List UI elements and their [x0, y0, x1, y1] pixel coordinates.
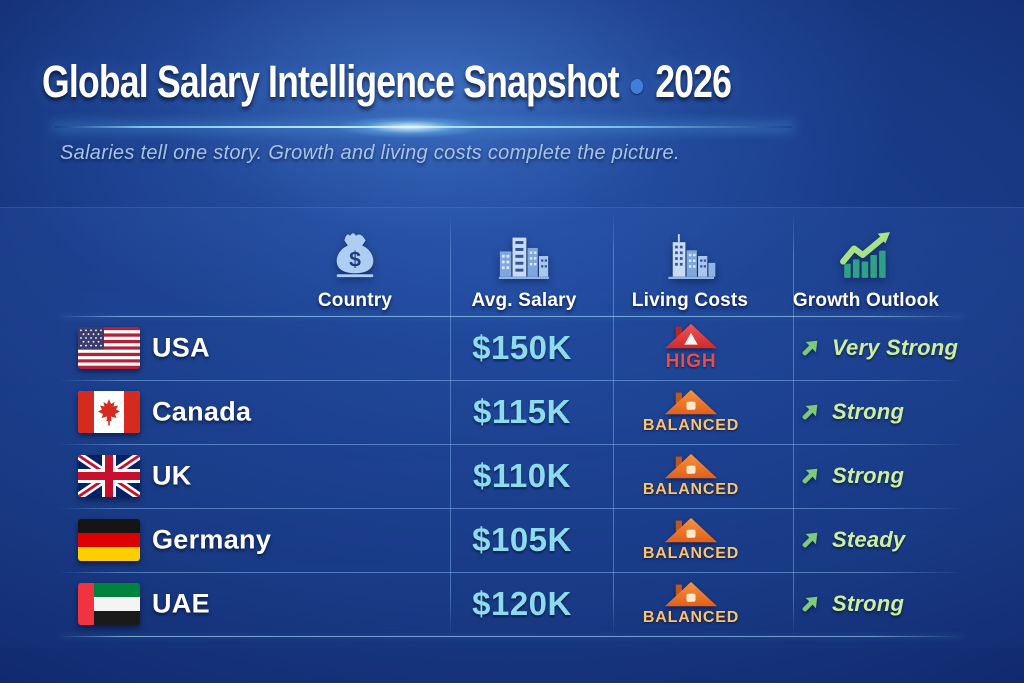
growth-outlook-cell: Strong — [798, 591, 904, 617]
house-roof-icon — [664, 389, 718, 415]
canada-flag-icon — [78, 391, 140, 433]
up-arrow-icon — [802, 468, 818, 483]
money-bag-icon: $ — [329, 229, 381, 279]
title-separator-dot-icon — [630, 78, 644, 94]
up-arrow-icon — [802, 532, 818, 547]
column-header-label: Living Costs — [631, 290, 749, 311]
uk-flag-icon — [78, 455, 140, 497]
country-name: UK — [152, 460, 192, 491]
page-title: Global Salary Intelligence Snapshot 2026 — [42, 56, 732, 108]
living-costs-label: BALANCED — [642, 609, 740, 626]
germany-flag-icon — [78, 519, 140, 561]
avg-salary-value: $120K — [472, 585, 572, 622]
title-year: 2026 — [655, 56, 732, 107]
living-costs-label: BALANCED — [642, 417, 740, 434]
salary-table-section: $ Country — [0, 207, 1024, 648]
table-row: UAE $120K BALANCED — [58, 572, 965, 636]
living-costs-badge: BALANCED — [613, 383, 769, 441]
growth-outlook-label: Strong — [832, 399, 905, 424]
table-row: USA $150K HIGH — [58, 316, 965, 380]
title-text: Global Salary Intelligence Snapshot — [42, 56, 620, 107]
country-name: USA — [152, 332, 210, 363]
growth-outlook-label: Strong — [832, 591, 905, 616]
table-row: Canada $115K BALANCED — [58, 380, 965, 444]
column-header-country: $ Country — [275, 212, 435, 312]
city-skyline-icon — [661, 233, 719, 279]
growth-outlook-cell: Strong — [798, 399, 904, 425]
house-roof-icon — [664, 453, 718, 479]
growth-chart-icon — [836, 231, 896, 279]
country-name: Canada — [152, 396, 252, 427]
column-header-growth-outlook: Growth Outlook — [776, 212, 956, 312]
living-costs-badge: BALANCED — [613, 447, 769, 505]
growth-outlook-label: Very Strong — [832, 335, 959, 360]
country-name: Germany — [152, 524, 272, 555]
house-roof-icon — [664, 323, 718, 349]
avg-salary-value: $105K — [472, 521, 572, 558]
row-divider — [58, 572, 965, 573]
up-arrow-icon — [802, 404, 818, 419]
table-row: UK $110K BALANCED — [58, 444, 965, 508]
living-costs-badge: HIGH — [613, 319, 769, 377]
svg-text:$: $ — [349, 249, 361, 272]
living-costs-label: BALANCED — [642, 545, 740, 562]
table-bottom-divider — [58, 636, 965, 637]
subtitle: Salaries tell one story. Growth and livi… — [60, 142, 680, 164]
column-divider — [613, 213, 614, 636]
column-header-living-costs: Living Costs — [610, 212, 770, 312]
up-arrow-icon — [802, 340, 818, 355]
living-costs-badge: BALANCED — [613, 575, 769, 633]
growth-outlook-cell: Very Strong — [798, 335, 958, 361]
growth-outlook-label: Strong — [832, 463, 905, 488]
column-divider — [450, 213, 451, 636]
buildings-icon — [496, 233, 552, 279]
house-roof-icon — [664, 517, 718, 543]
column-header-label: Avg. Salary — [471, 290, 577, 311]
usa-flag-icon — [78, 327, 140, 369]
growth-outlook-cell: Steady — [798, 527, 905, 553]
column-header-label: Growth Outlook — [792, 290, 940, 311]
row-divider — [58, 508, 965, 509]
living-costs-label: BALANCED — [642, 481, 740, 498]
header-glow-divider — [55, 116, 792, 138]
growth-outlook-label: Steady — [832, 527, 906, 552]
column-header-avg-salary: Avg. Salary — [444, 212, 604, 312]
avg-salary-value: $115K — [473, 393, 571, 430]
house-roof-icon — [664, 581, 718, 607]
column-divider — [793, 213, 794, 636]
avg-salary-value: $110K — [473, 457, 571, 494]
uae-flag-icon — [78, 583, 140, 625]
row-divider — [58, 444, 965, 445]
salary-table: $ Country — [58, 208, 965, 637]
column-header-label: Country — [317, 290, 393, 311]
living-costs-badge: BALANCED — [613, 511, 769, 569]
table-row: Germany $105K BALANCED — [58, 508, 965, 572]
row-divider — [58, 316, 965, 317]
living-costs-label: HIGH — [665, 351, 717, 372]
row-divider — [58, 380, 965, 381]
up-arrow-icon — [802, 596, 818, 611]
avg-salary-value: $150K — [472, 329, 572, 366]
country-name: UAE — [152, 588, 210, 619]
growth-outlook-cell: Strong — [798, 463, 904, 489]
